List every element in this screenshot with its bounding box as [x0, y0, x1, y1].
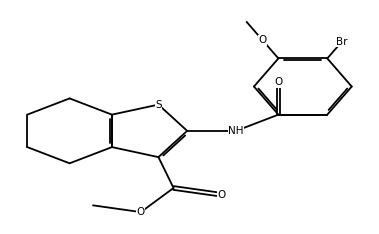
Text: O: O	[217, 190, 226, 200]
Text: Br: Br	[336, 37, 348, 47]
Text: O: O	[274, 77, 282, 87]
Text: NH: NH	[228, 126, 244, 136]
Text: O: O	[258, 35, 267, 45]
Text: O: O	[137, 207, 145, 217]
Text: S: S	[155, 100, 162, 110]
